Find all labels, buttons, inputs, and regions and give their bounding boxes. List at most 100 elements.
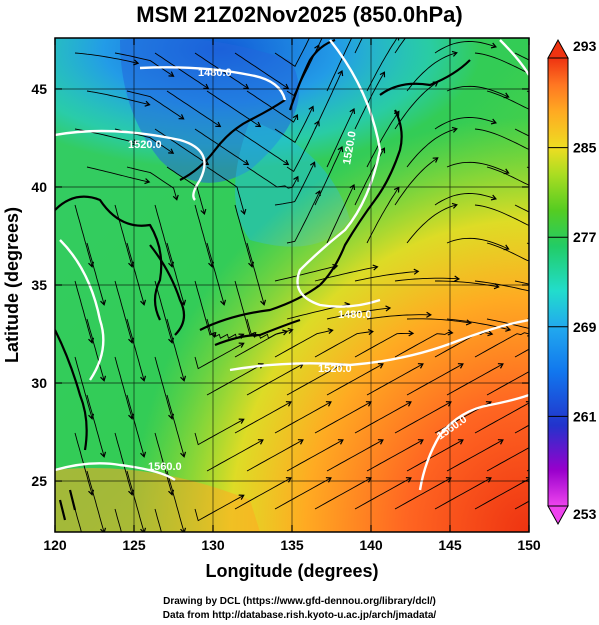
streamline xyxy=(446,439,504,472)
streamline xyxy=(74,204,93,267)
x-tick-label: 125 xyxy=(122,537,146,553)
streamline-arrow xyxy=(433,6,438,11)
x-axis-label: Longitude (degrees) xyxy=(205,561,378,581)
streamline-arrow xyxy=(377,439,384,445)
colorbar-max-arrow xyxy=(547,38,569,59)
streamline-arrow xyxy=(497,439,504,445)
streamline-arrow xyxy=(255,121,262,128)
streamline xyxy=(394,277,459,282)
streamline-arrow xyxy=(140,299,147,306)
y-axis-ticks: 25 30 35 40 45 xyxy=(31,81,529,489)
streamline xyxy=(246,363,304,396)
streamline-arrow xyxy=(283,83,290,90)
y-tick-label: 35 xyxy=(31,277,47,293)
y-axis-label: Latitude (degrees) xyxy=(2,207,22,363)
streamline-arrow xyxy=(200,208,207,216)
streamline xyxy=(314,477,372,510)
streamline-arrow xyxy=(578,440,583,445)
colorbar-tick-label: 285 xyxy=(573,140,597,156)
streamline-arrow xyxy=(380,0,385,1)
streamline-arrow xyxy=(573,292,578,297)
streamline xyxy=(166,394,185,457)
streamline xyxy=(206,439,264,472)
streamline-arrow xyxy=(497,363,504,369)
streamline-arrow xyxy=(203,83,210,90)
streamline-arrow xyxy=(570,223,574,228)
streamline xyxy=(354,477,412,510)
streamline xyxy=(194,204,213,267)
streamline xyxy=(286,439,344,472)
streamline-arrow xyxy=(457,439,464,445)
streamline xyxy=(274,162,315,206)
streamline xyxy=(206,363,264,396)
streamline-arrow xyxy=(100,299,107,306)
streamline-arrow xyxy=(238,342,245,348)
streamline xyxy=(246,166,299,189)
streamline xyxy=(486,90,529,110)
streamline-arrow xyxy=(385,305,392,312)
contour-label: 1560.0 xyxy=(148,461,182,473)
streamline xyxy=(246,242,265,305)
streamline xyxy=(474,280,529,292)
streamline-arrow xyxy=(309,31,314,36)
streamline xyxy=(154,356,173,419)
x-tick-label: 140 xyxy=(359,537,383,553)
streamline-arrow xyxy=(538,364,543,369)
streamline-arrow xyxy=(379,71,386,78)
streamline-arrow xyxy=(490,118,497,125)
streamline xyxy=(486,371,529,396)
streamline xyxy=(326,38,353,92)
streamline-arrow xyxy=(394,38,400,41)
streamline-arrow xyxy=(178,114,185,120)
streamline xyxy=(434,477,492,510)
streamline xyxy=(514,52,529,61)
streamline xyxy=(326,184,355,244)
colorbar-tick-label: 293 xyxy=(573,38,597,54)
streamline xyxy=(154,52,209,89)
streamline-arrow xyxy=(445,401,452,407)
y-tick-label: 30 xyxy=(31,375,47,391)
streamline xyxy=(154,128,209,165)
streamline xyxy=(234,204,253,267)
streamline xyxy=(154,280,173,343)
streamline xyxy=(114,52,174,77)
streamline xyxy=(234,128,289,165)
streamline-arrow xyxy=(426,311,432,318)
streamline xyxy=(166,166,205,215)
streamline xyxy=(514,424,529,434)
streamline xyxy=(246,439,304,472)
streamline-arrow xyxy=(408,330,415,337)
streamline xyxy=(326,108,355,168)
streamline-arrow xyxy=(293,175,299,182)
streamline xyxy=(86,90,150,106)
streamline-arrow xyxy=(487,330,494,337)
streamline-arrow xyxy=(243,159,250,166)
contour-label: 1480.0 xyxy=(338,309,372,321)
streamline-arrow xyxy=(172,194,179,201)
streamline xyxy=(114,432,133,495)
streamline-arrow xyxy=(372,264,379,271)
credit-data-source: Data from http://database.rish.kyoto-u.a… xyxy=(162,610,437,621)
streamline-arrow xyxy=(283,159,290,166)
contour-label: 1520.0 xyxy=(341,130,359,165)
streamline-arrow xyxy=(144,178,151,185)
streamline xyxy=(354,71,385,130)
streamline xyxy=(154,204,173,267)
streamline xyxy=(86,242,105,305)
streamline xyxy=(86,394,105,457)
streamline-arrow xyxy=(287,327,294,334)
contour-label: 1520.0 xyxy=(128,139,162,151)
streamline xyxy=(234,401,292,434)
streamline xyxy=(274,106,314,143)
streamline xyxy=(514,348,529,358)
streamline xyxy=(126,90,184,120)
streamline xyxy=(166,318,185,381)
streamline xyxy=(274,401,332,434)
streamline xyxy=(166,90,221,127)
streamline xyxy=(314,70,343,130)
streamline-arrow xyxy=(240,208,247,216)
x-axis-ticks: 120 125 130 135 140 145 150 xyxy=(43,38,541,553)
streamline-arrow xyxy=(570,71,574,76)
streamline-arrow xyxy=(180,451,187,458)
streamline xyxy=(394,157,438,206)
